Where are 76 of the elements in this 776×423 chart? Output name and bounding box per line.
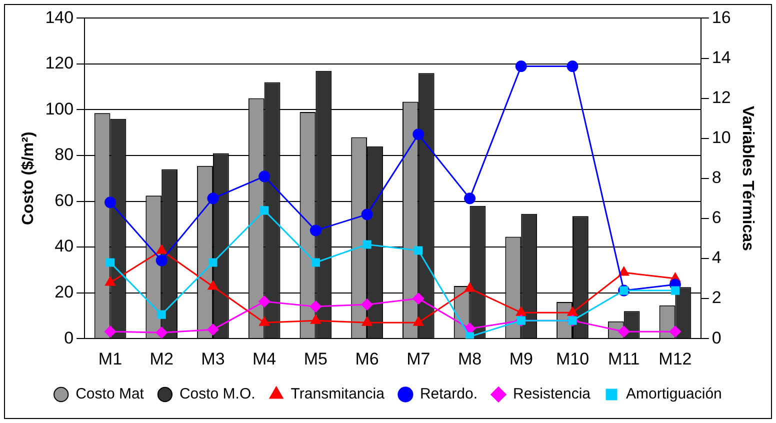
point [618, 326, 630, 338]
point [260, 206, 269, 215]
point [413, 316, 424, 326]
point [259, 316, 270, 326]
y-tick-label: 40 [54, 236, 74, 256]
y-tick-label: 140 [45, 8, 74, 27]
y2-tick-label: 10 [712, 128, 731, 148]
point [464, 192, 476, 204]
point [516, 306, 526, 316]
point [105, 276, 116, 286]
point [104, 196, 116, 208]
point [310, 314, 321, 324]
y2-tick-label: 2 [712, 288, 722, 308]
y-tick-label: 80 [54, 145, 74, 164]
y-tick-label: 20 [54, 282, 74, 302]
x-tick-label: M3 [201, 349, 225, 368]
point [310, 300, 322, 312]
point [156, 326, 168, 338]
point [310, 224, 322, 236]
x-tick-label: M9 [509, 349, 533, 368]
point [412, 128, 424, 140]
point [669, 326, 681, 338]
point [670, 286, 680, 295]
y2-tick-label: 12 [712, 88, 731, 107]
y-tick-label: 0 [64, 328, 74, 348]
y2-tick-label: 4 [712, 248, 722, 268]
y-tick-label: 100 [45, 99, 74, 118]
y2-tick-label: 8 [712, 168, 722, 188]
point [567, 306, 578, 316]
x-tick-label: M2 [150, 349, 174, 368]
point [311, 258, 320, 267]
legend-label: Costo M.O. [179, 386, 256, 403]
x-tick-label: M4 [252, 349, 276, 368]
x-tick-label: M8 [458, 349, 482, 368]
point [157, 310, 166, 319]
point [207, 324, 219, 336]
legend-label: Transmitancia [290, 386, 386, 403]
point [258, 170, 270, 182]
point [362, 316, 372, 326]
point [464, 282, 475, 292]
x-tick-label: M11 [608, 349, 640, 368]
point [104, 326, 116, 338]
legend-label: Costo Mat [76, 386, 145, 403]
point [566, 60, 578, 72]
point [156, 254, 168, 266]
point [106, 258, 115, 267]
y-tick-label: 120 [45, 54, 74, 73]
point [414, 246, 423, 255]
y2-tick-label: 6 [712, 208, 722, 228]
y2-tick-label: 0 [712, 328, 722, 348]
point [156, 244, 167, 254]
point [208, 258, 218, 267]
y2-axis-title: Variables Térmicas [738, 106, 756, 251]
point [362, 240, 372, 249]
x-tick-label: M7 [406, 349, 430, 368]
legend-label: Resistencia [512, 386, 592, 403]
y-tick-label: 60 [54, 190, 74, 210]
point [515, 60, 527, 72]
point [465, 332, 474, 339]
y2-tick-label: 16 [712, 8, 731, 27]
legend-label: Retardo. [420, 386, 478, 403]
point [208, 280, 218, 290]
x-tick-label: M5 [304, 349, 328, 368]
point [412, 292, 424, 304]
x-tick-label: M1 [98, 349, 122, 368]
point [361, 208, 373, 220]
y-axis-title: Costo ($/m²) [20, 132, 38, 226]
x-tick-label: M10 [556, 349, 590, 368]
x-tick-label: M12 [658, 349, 692, 368]
point [361, 298, 373, 310]
x-tick-label: M6 [355, 349, 379, 368]
y2-tick-label: 14 [712, 48, 731, 67]
point [618, 266, 629, 276]
legend-label: Amortiguación [626, 386, 722, 403]
point [258, 296, 270, 308]
point [207, 192, 219, 204]
